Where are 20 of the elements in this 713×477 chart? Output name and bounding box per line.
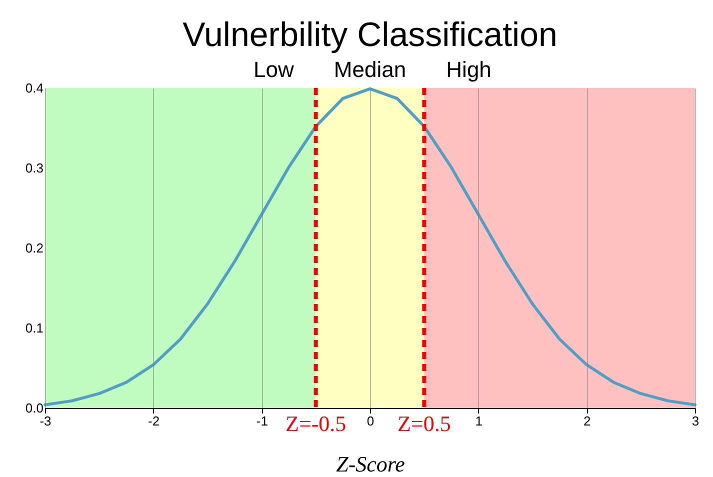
y-tick-label: 0.2 bbox=[25, 240, 44, 256]
x-tick-label: 3 bbox=[692, 414, 700, 428]
y-tick-label: 0.4 bbox=[25, 80, 44, 96]
x-tick-label: -3 bbox=[40, 414, 52, 428]
ref-line-label: Z=0.5 bbox=[397, 411, 451, 436]
band-label: Low bbox=[253, 57, 294, 82]
line-series bbox=[44, 87, 696, 406]
band-label: High bbox=[446, 57, 492, 82]
x-tick-label: -2 bbox=[148, 414, 160, 428]
band-label: Median bbox=[334, 57, 406, 82]
y-tick-label: 0.1 bbox=[25, 320, 44, 336]
ref-line-label: Z=-0.5 bbox=[285, 411, 346, 436]
x-tick-label: 1 bbox=[475, 414, 482, 428]
x-tick-label: -1 bbox=[256, 414, 268, 428]
y-tick-label: 0.0 bbox=[25, 400, 44, 416]
x-tick-label: 2 bbox=[584, 414, 591, 428]
chart-title: Vulnerbility Classification bbox=[182, 16, 558, 54]
y-tick-label: 0.3 bbox=[25, 160, 44, 176]
x-tick-label: 0 bbox=[366, 414, 374, 428]
x-axis-title: Z-Score bbox=[336, 452, 406, 476]
